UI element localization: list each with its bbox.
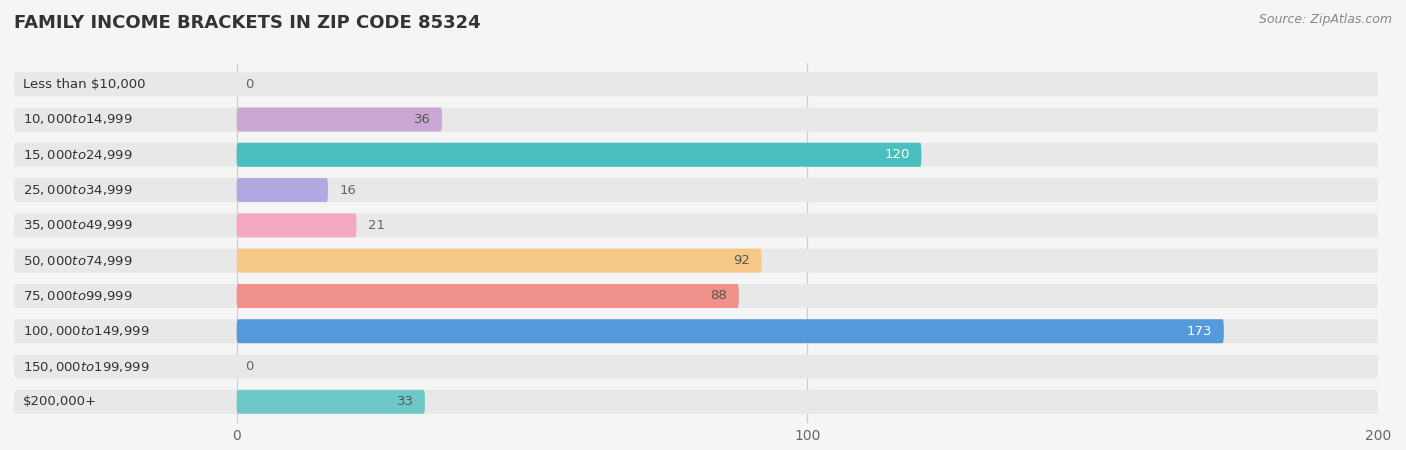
Text: 92: 92 — [734, 254, 751, 267]
Text: 0: 0 — [245, 360, 253, 373]
FancyBboxPatch shape — [14, 355, 1378, 378]
Text: 33: 33 — [396, 395, 413, 408]
FancyBboxPatch shape — [236, 108, 441, 131]
Text: $15,000 to $24,999: $15,000 to $24,999 — [22, 148, 132, 162]
Text: Less than $10,000: Less than $10,000 — [22, 78, 145, 91]
FancyBboxPatch shape — [14, 284, 1378, 308]
Text: $150,000 to $199,999: $150,000 to $199,999 — [22, 360, 149, 374]
FancyBboxPatch shape — [236, 249, 762, 273]
Text: 120: 120 — [884, 148, 910, 161]
Text: $50,000 to $74,999: $50,000 to $74,999 — [22, 254, 132, 268]
FancyBboxPatch shape — [14, 72, 1378, 96]
FancyBboxPatch shape — [236, 143, 921, 167]
FancyBboxPatch shape — [14, 319, 1378, 343]
FancyBboxPatch shape — [14, 213, 1378, 237]
FancyBboxPatch shape — [14, 249, 1378, 273]
FancyBboxPatch shape — [236, 178, 328, 202]
Text: $200,000+: $200,000+ — [22, 395, 97, 408]
FancyBboxPatch shape — [14, 390, 1378, 414]
Text: FAMILY INCOME BRACKETS IN ZIP CODE 85324: FAMILY INCOME BRACKETS IN ZIP CODE 85324 — [14, 14, 481, 32]
Text: $75,000 to $99,999: $75,000 to $99,999 — [22, 289, 132, 303]
Text: 173: 173 — [1187, 325, 1212, 338]
Text: Source: ZipAtlas.com: Source: ZipAtlas.com — [1258, 14, 1392, 27]
Text: 0: 0 — [245, 78, 253, 91]
Text: $25,000 to $34,999: $25,000 to $34,999 — [22, 183, 132, 197]
Text: 88: 88 — [710, 289, 727, 302]
Text: $100,000 to $149,999: $100,000 to $149,999 — [22, 324, 149, 338]
FancyBboxPatch shape — [236, 319, 1223, 343]
Text: 21: 21 — [368, 219, 385, 232]
FancyBboxPatch shape — [14, 108, 1378, 131]
FancyBboxPatch shape — [236, 213, 357, 237]
FancyBboxPatch shape — [236, 284, 738, 308]
Text: $35,000 to $49,999: $35,000 to $49,999 — [22, 218, 132, 232]
FancyBboxPatch shape — [236, 390, 425, 414]
Text: $10,000 to $14,999: $10,000 to $14,999 — [22, 112, 132, 126]
FancyBboxPatch shape — [14, 178, 1378, 202]
Text: 16: 16 — [339, 184, 356, 197]
FancyBboxPatch shape — [14, 143, 1378, 167]
Text: 36: 36 — [413, 113, 430, 126]
